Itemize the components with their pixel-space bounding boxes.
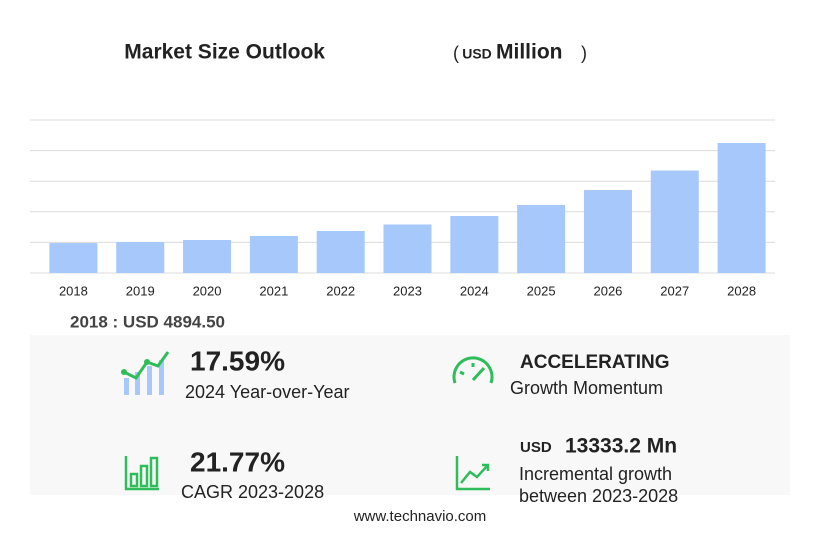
incr-prefix: USD	[520, 439, 552, 456]
cagr-label: CAGR 2023-2028	[181, 482, 324, 502]
x-tick-label: 2018	[59, 283, 88, 298]
incr-icon	[455, 456, 490, 491]
title-paren: (	[453, 43, 459, 63]
yoy-icon	[121, 351, 170, 395]
bar	[49, 243, 98, 273]
x-tick-label: 2021	[259, 283, 288, 298]
x-tick-label: 2019	[126, 283, 155, 298]
x-tick-label: 2024	[460, 283, 489, 298]
x-tick-label: 2026	[593, 283, 622, 298]
incr-value: 13333.2 Mn	[565, 435, 677, 458]
x-tick-label: 2020	[193, 283, 222, 298]
incr-label: between 2023-2028	[519, 486, 678, 506]
yoy-label: 2024 Year-over-Year	[185, 382, 349, 402]
cagr-value: 21.77%	[190, 446, 285, 477]
bar	[183, 240, 232, 273]
momentum-value: ACCELERATING	[520, 352, 670, 373]
momentum-label: Growth Momentum	[510, 378, 663, 398]
title-unit: Million	[496, 41, 563, 64]
base-value: 2018 : USD 4894.50	[70, 312, 225, 331]
bar	[316, 230, 365, 273]
bar	[517, 205, 566, 273]
footer: www.technavio.com	[353, 508, 487, 525]
yoy-value: 17.59%	[190, 345, 285, 376]
bar	[450, 215, 499, 273]
title-paren: )	[581, 43, 587, 63]
incr-label: Incremental growth	[519, 464, 672, 484]
x-tick-label: 2022	[326, 283, 355, 298]
momentum-icon	[452, 356, 494, 384]
bar	[717, 142, 766, 273]
summary-panel	[30, 335, 790, 495]
cagr-icon	[124, 456, 159, 491]
x-tick-label: 2027	[660, 283, 689, 298]
x-tick-label: 2028	[727, 283, 756, 298]
bar	[583, 190, 632, 273]
bar	[650, 170, 699, 273]
bar	[383, 224, 432, 273]
x-tick-label: 2023	[393, 283, 422, 298]
bar	[249, 235, 298, 273]
x-tick-label: 2025	[527, 283, 556, 298]
title-unit-prefix: USD	[462, 46, 492, 62]
chart-title: Market Size Outlook	[124, 41, 325, 64]
bar	[116, 242, 165, 273]
